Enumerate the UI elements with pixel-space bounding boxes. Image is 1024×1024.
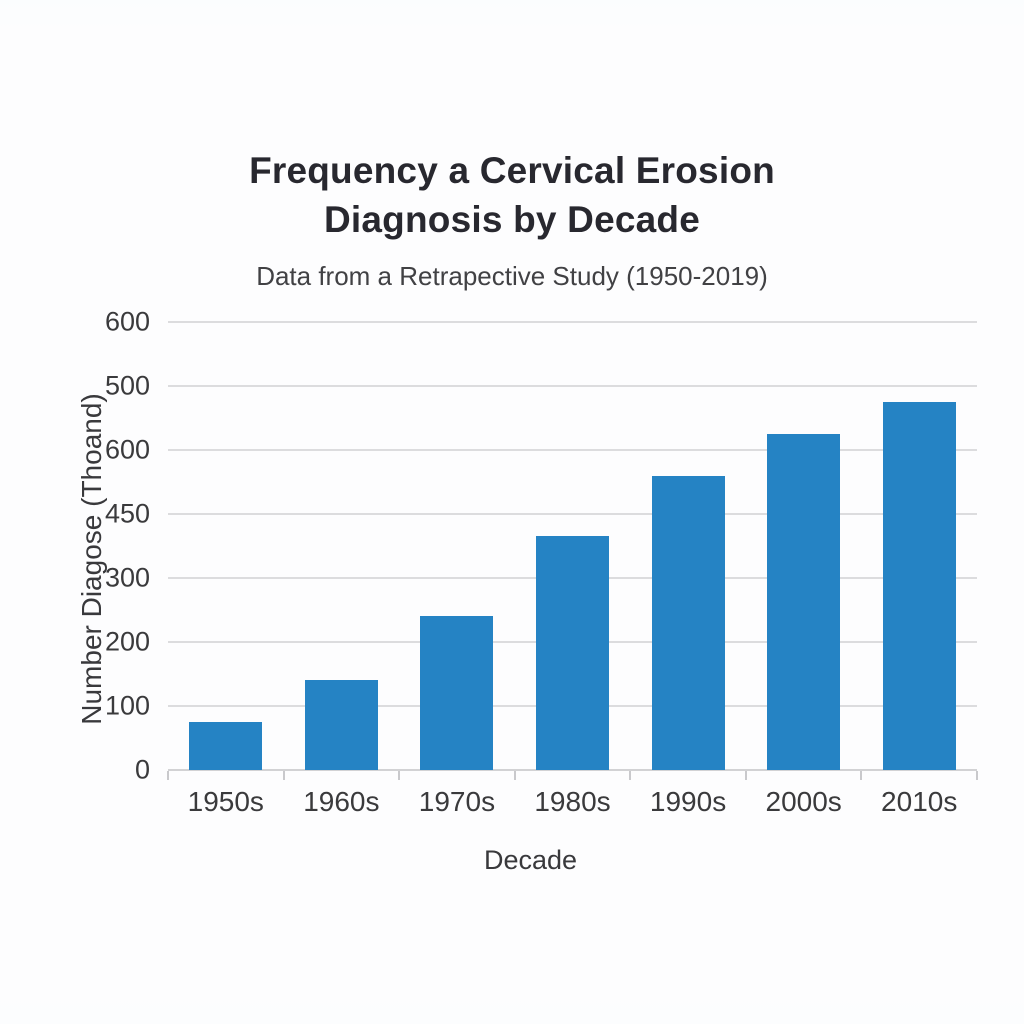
bar-2000s (767, 434, 841, 770)
x-tick-mark (513, 771, 516, 780)
x-tick-label: 1950s (187, 786, 264, 817)
y-tick-label: 200 (104, 626, 150, 657)
x-tick-mark (629, 771, 632, 780)
x-tick-label: 2000s (765, 786, 842, 817)
y-tick-label: 300 (104, 562, 150, 593)
y-tick-label: 450 (104, 498, 150, 529)
y-tick-label: 100 (104, 690, 150, 721)
x-tick-mark (167, 771, 169, 780)
x-tick-label: 1970s (418, 786, 496, 817)
x-tick-mark (976, 771, 978, 780)
y-tick-label: 0 (134, 754, 150, 785)
bar-1990s (651, 475, 725, 770)
x-tick-mark (282, 771, 285, 780)
x-tick-label: 1990s (649, 786, 727, 817)
x-tick-mark (398, 771, 401, 780)
y-tick-label: 600 (104, 434, 150, 465)
x-tick-mark (860, 771, 863, 780)
gridline (168, 513, 977, 515)
chart-title: Frequency a Cervical Erosion Diagnosis b… (0, 146, 1024, 244)
x-tick-mark (744, 771, 747, 780)
bar-1960s (304, 680, 378, 770)
gridline (168, 449, 977, 451)
y-tick-label: 500 (104, 370, 150, 401)
bar-1970s (420, 616, 494, 770)
chart-title-line1: Frequency a Cervical Erosion (249, 150, 775, 191)
x-tick-label: 2010s (881, 786, 958, 817)
chart-subtitle: Data from a Retrapective Study (1950-201… (256, 261, 768, 291)
x-tick-label: 1960s (303, 786, 380, 817)
x-tick-label: 1980s (534, 786, 611, 817)
x-axis-title: Decade (483, 845, 578, 875)
gridline (168, 321, 977, 323)
chart-title-line2: Diagnosis by Decade (324, 199, 700, 240)
gridline (168, 385, 977, 387)
bar-1950s (189, 722, 263, 770)
bar-1980s (536, 536, 609, 770)
x-axis-line (168, 769, 977, 771)
y-tick-label: 600 (104, 306, 150, 337)
chart-header: Frequency a Cervical Erosion Diagnosis b… (0, 146, 1024, 292)
bar-2010s (882, 402, 956, 770)
